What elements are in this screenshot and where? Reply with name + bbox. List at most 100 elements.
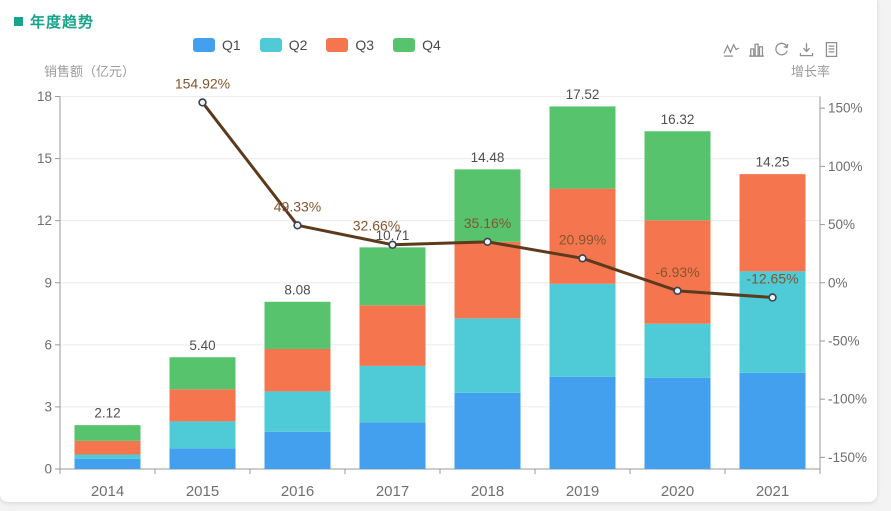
bar-segment-q3-2021[interactable] xyxy=(739,174,806,272)
line-point-2021[interactable] xyxy=(768,293,777,302)
x-axis-category-label: 2014 xyxy=(91,483,124,500)
growth-rate-label: 35.16% xyxy=(464,215,511,231)
legend-swatch-icon xyxy=(326,38,349,52)
bar-segment-q1-2020[interactable] xyxy=(644,377,711,469)
bar-segment-q3-2018[interactable] xyxy=(454,241,521,319)
right-axis-tick-label: 50% xyxy=(828,217,855,232)
left-axis-tick-label: 9 xyxy=(44,275,52,290)
bar-segment-q3-2019[interactable] xyxy=(549,188,616,284)
left-axis-tick-label: 6 xyxy=(44,337,52,352)
left-axis-tick-label: 0 xyxy=(44,462,52,477)
growth-rate-label: 154.92% xyxy=(175,75,230,91)
bar-segment-q2-2016[interactable] xyxy=(264,391,331,432)
growth-rate-label: 49.33% xyxy=(274,198,321,214)
chart-toolbar xyxy=(723,41,848,58)
legend-item-q4[interactable]: Q4 xyxy=(393,37,441,53)
bar-segment-q2-2019[interactable] xyxy=(549,283,616,377)
x-axis-category-label: 2020 xyxy=(661,483,694,500)
right-axis-tick-label: 0% xyxy=(828,275,848,290)
right-axis-tick-label: -100% xyxy=(828,392,867,407)
bar-segment-q3-2014[interactable] xyxy=(74,440,141,455)
bar-total-label: 14.48 xyxy=(471,150,505,165)
bar-segment-q1-2016[interactable] xyxy=(264,431,331,469)
bar-chart-icon[interactable] xyxy=(748,41,765,58)
bar-segment-q3-2020[interactable] xyxy=(644,220,711,324)
legend-label: Q1 xyxy=(222,37,241,53)
bar-segment-q4-2018[interactable] xyxy=(454,169,521,242)
bar-segment-q4-2014[interactable] xyxy=(74,425,141,441)
bar-total-label: 10.71 xyxy=(376,228,410,243)
bar-segment-q1-2017[interactable] xyxy=(359,422,426,469)
card-title: 年度趋势 xyxy=(14,11,94,32)
bar-total-label: 5.40 xyxy=(189,338,215,353)
line-point-2015[interactable] xyxy=(198,98,207,107)
right-axis-tick-label: -50% xyxy=(828,333,860,348)
right-axis-tick-label: 100% xyxy=(828,159,863,174)
left-axis-tick-label: 12 xyxy=(37,213,52,228)
x-axis-category-label: 2019 xyxy=(566,483,599,500)
right-axis-title: 增长率 xyxy=(790,64,830,79)
growth-rate-label: 20.99% xyxy=(559,231,606,247)
bar-segment-q2-2014[interactable] xyxy=(74,454,141,459)
bar-total-label: 14.25 xyxy=(756,155,790,170)
left-axis-title: 销售额（亿元） xyxy=(44,64,136,79)
legend-swatch-icon xyxy=(393,38,416,52)
line-chart-icon[interactable] xyxy=(723,41,740,58)
growth-rate-label: -6.93% xyxy=(655,264,699,280)
bar-segment-q2-2017[interactable] xyxy=(359,365,426,423)
bar-total-label: 16.32 xyxy=(661,112,695,127)
bar-segment-q4-2020[interactable] xyxy=(644,131,711,221)
data-view-icon[interactable] xyxy=(823,41,840,58)
bar-segment-q4-2017[interactable] xyxy=(359,247,426,306)
chart-canvas[interactable]: 0 3 6 9 12 15 18 150% 100% 50% 0% -50% -100% -150% 201… xyxy=(0,0,877,502)
left-axis-tick-label: 15 xyxy=(37,151,52,166)
left-axis-tick-label: 3 xyxy=(44,399,52,414)
restore-icon[interactable] xyxy=(773,41,790,58)
line-point-2017[interactable] xyxy=(388,240,397,249)
bar-segment-q1-2019[interactable] xyxy=(549,376,616,469)
x-axis-category-label: 2017 xyxy=(376,483,409,500)
x-axis-category-label: 2016 xyxy=(281,483,314,500)
bar-segment-q1-2021[interactable] xyxy=(739,372,806,469)
legend-label: Q4 xyxy=(422,37,441,53)
bar-segment-q3-2015[interactable] xyxy=(169,389,236,422)
bar-segment-q4-2019[interactable] xyxy=(549,106,616,189)
bar-total-label: 8.08 xyxy=(284,282,310,297)
bar-segment-q1-2018[interactable] xyxy=(454,392,521,469)
x-axis-category-label: 2018 xyxy=(471,483,504,500)
bar-segment-q2-2021[interactable] xyxy=(739,271,806,373)
legend-swatch-icon xyxy=(259,38,282,52)
bar-segment-q1-2015[interactable] xyxy=(169,448,236,469)
bar-segment-q2-2020[interactable] xyxy=(644,323,711,378)
download-icon[interactable] xyxy=(798,41,815,58)
line-point-2020[interactable] xyxy=(673,286,682,296)
bar-segment-q4-2016[interactable] xyxy=(264,301,331,349)
bar-segment-q3-2016[interactable] xyxy=(264,348,331,392)
legend-item-q3[interactable]: Q3 xyxy=(326,37,374,53)
page-title: 年度趋势 xyxy=(30,14,95,31)
legend-item-q1[interactable]: Q1 xyxy=(193,37,241,53)
x-axis-category-label: 2021 xyxy=(756,483,789,500)
bar-segment-q2-2018[interactable] xyxy=(454,318,521,393)
growth-rate-label: 32.66% xyxy=(353,218,400,234)
bar-segment-q2-2015[interactable] xyxy=(169,421,236,449)
left-axis-tick-label: 18 xyxy=(37,89,52,104)
bar-segment-q4-2015[interactable] xyxy=(169,357,236,390)
chart-card: 年度趋势 Q1 Q2 Q3 Q4 xyxy=(0,0,877,502)
bar-total-label: 17.52 xyxy=(566,87,600,102)
line-point-2016[interactable] xyxy=(293,221,302,230)
growth-rate-label: -12.65% xyxy=(746,270,798,286)
right-axis-tick-label: -150% xyxy=(828,450,867,465)
legend-label: Q2 xyxy=(288,37,308,53)
legend-label: Q3 xyxy=(355,37,375,53)
legend-item-q2[interactable]: Q2 xyxy=(259,37,308,53)
bar-segment-q1-2014[interactable] xyxy=(74,458,141,469)
chart-legend: Q1 Q2 Q3 Q4 xyxy=(193,37,460,53)
bar-segment-q3-2017[interactable] xyxy=(359,305,426,366)
legend-swatch-icon xyxy=(193,38,215,52)
x-axis-category-label: 2015 xyxy=(186,483,219,500)
bar-total-label: 2.12 xyxy=(94,406,120,421)
line-point-2018[interactable] xyxy=(483,237,492,247)
line-point-2019[interactable] xyxy=(578,254,587,263)
